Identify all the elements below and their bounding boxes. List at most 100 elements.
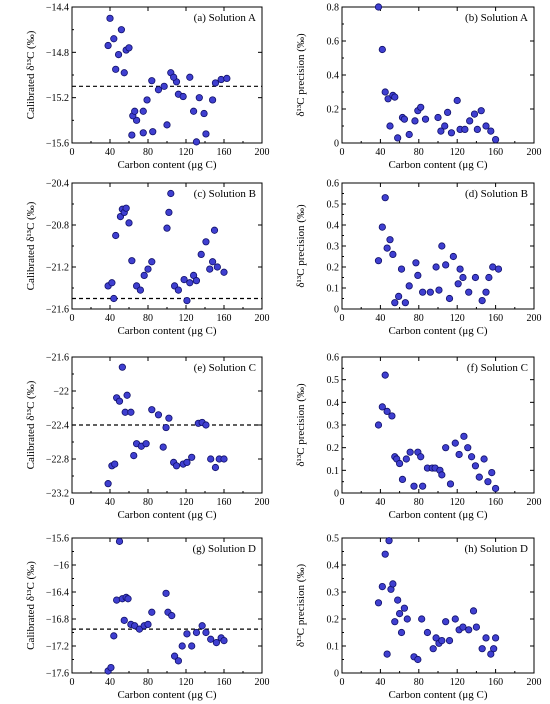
data-point [391,93,399,101]
data-point [378,223,386,231]
data-point [127,408,135,416]
data-point [378,45,386,54]
data-point [202,421,210,429]
data-point [417,453,425,461]
data-point [217,75,225,84]
data-point [135,625,144,633]
x-tick-label: 80 [414,497,424,508]
data-point [459,623,467,631]
x-tick-label: 120 [179,497,194,508]
data-point [148,77,156,85]
y-tick-label: −17.6 [46,669,69,680]
panel-c: 0 40 80 120 160 200 −21.6 −21.2 −20.8 −20.4 Carbon… [25,179,270,338]
data-point [136,286,144,294]
x-tick-label: 80 [414,147,424,158]
panel-title: (f) Solution C [467,362,528,374]
data-point [374,599,383,607]
y-tick-label: 0.3 [327,421,340,432]
x-tick-label: 0 [70,677,75,688]
y-axis-label: δ¹³C precision (‰) [295,33,307,117]
x-tick-label: 40 [105,147,115,158]
panel-title: (a) Solution A [194,12,256,24]
data-point [160,82,168,90]
y-tick-label: −15.6 [46,139,69,150]
data-point [202,238,210,246]
data-point [394,134,402,142]
data-point [446,480,455,488]
data-point [400,115,408,123]
data-point [106,14,114,22]
data-point [491,634,500,642]
data-point [426,288,434,296]
data-point [391,299,399,307]
panel-title: (e) Solution C [194,362,256,374]
data-point [437,127,445,135]
panel-a: 0 40 80 120 160 200 −15.6 −15.2 −14.8 −14.4 Carbon… [25,3,270,172]
y-axis-label: Calibrated δ¹³C (‰) [25,561,37,650]
x-tick-label: 80 [143,147,153,158]
data-point [209,258,217,266]
y-tick-label: −16.8 [46,615,69,626]
data-point [395,609,404,618]
data-point [451,439,459,447]
data-point [178,642,186,650]
x-tick-label: 80 [143,313,153,324]
x-tick-label: 80 [143,677,153,688]
data-point [125,219,133,227]
data-point [220,268,228,276]
data-point [112,65,120,73]
data-point [223,74,231,83]
data-point [419,482,427,490]
x-tick-label: 160 [488,497,503,508]
y-tick-label: 0.6 [327,353,340,364]
data-point [115,537,124,545]
y-tick-label: −21.6 [46,305,69,316]
y-tick-label: 0.5 [327,375,340,386]
data-point [112,231,120,240]
data-point [490,645,498,653]
data-point [172,462,181,470]
y-axis-label: δ¹³C precision (‰) [295,564,307,648]
data-point [453,96,461,105]
data-point [183,630,191,638]
data-point [148,406,156,414]
panel-title: (b) Solution A [465,12,528,24]
x-tick-label: 0 [340,497,345,508]
data-point [115,397,124,405]
data-point [464,444,472,452]
data-point [391,618,399,626]
y-tick-label: −23.2 [46,489,69,500]
data-point [487,127,495,135]
panel-title: (h) Solution D [464,543,528,555]
x-tick-label: 160 [488,313,503,324]
data-point [170,73,178,81]
plot-frame [71,182,263,310]
panel-title: (g) Solution D [192,543,256,555]
y-tick-label: −20.4 [46,179,69,190]
data-point [443,108,452,117]
data-point [124,595,132,603]
data-point [207,455,215,463]
data-point [381,371,389,379]
data-point [154,86,163,94]
data-point [122,204,130,212]
data-point [488,468,496,477]
x-tick-label: 200 [527,677,542,688]
data-point [120,69,128,77]
data-point [438,471,446,479]
data-point [188,642,196,650]
data-point [174,657,182,665]
x-tick-label: 120 [450,147,465,158]
data-point [179,92,187,101]
x-tick-label: 160 [217,497,232,508]
data-point [405,130,413,139]
y-tick-label: −21.6 [46,353,69,364]
y-tick-label: 0.5 [327,200,340,211]
data-point [190,107,198,115]
data-point [108,279,116,287]
y-tick-label: −15.2 [46,93,69,104]
data-point [374,3,383,11]
data-point [491,136,500,144]
data-point [401,299,409,307]
x-tick-label: 200 [527,147,542,158]
